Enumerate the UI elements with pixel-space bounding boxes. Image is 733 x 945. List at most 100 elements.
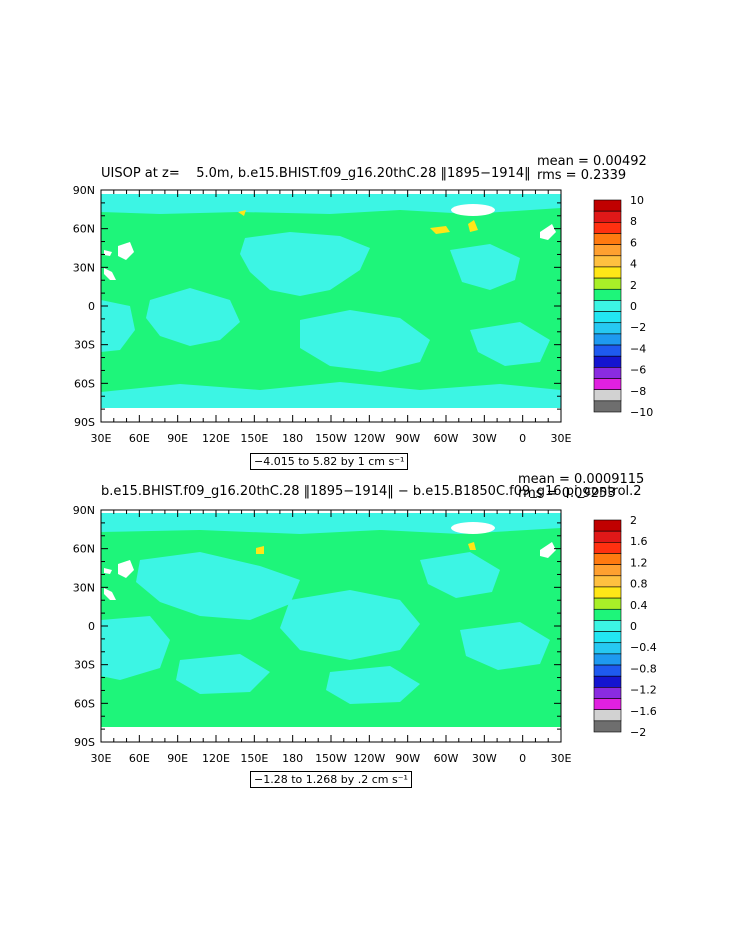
x-tick-label: 90W — [395, 432, 420, 445]
x-tick-label: 180 — [282, 752, 303, 765]
colorbar-label: −0.4 — [630, 641, 657, 654]
y-tick-label: 30N — [73, 581, 95, 594]
land-mask — [451, 522, 495, 534]
colorbar-swatch — [593, 664, 622, 677]
x-tick-label: 30W — [472, 432, 497, 445]
neg-region — [300, 310, 430, 372]
mean-value: mean = 0.0009115 — [518, 472, 645, 487]
neg-region — [101, 616, 170, 680]
x-tick-label: 60W — [434, 432, 459, 445]
colorbar-label: 10 — [630, 194, 644, 207]
x-tick-label: 30W — [472, 752, 497, 765]
colorbar-swatch — [593, 519, 622, 532]
colorbar-label: 0.4 — [630, 599, 648, 612]
land-mask — [104, 268, 116, 280]
colorbar-label: −1.6 — [630, 705, 657, 718]
x-tick-label: 30E — [91, 432, 112, 445]
panel-title: UISOP at z= 5.0m, b.e15.BHIST.f09_g16.20… — [101, 166, 531, 181]
colorbar-label: −6 — [630, 364, 646, 377]
pos-region — [238, 210, 246, 216]
colorbar-swatch — [593, 698, 622, 710]
colorbar-swatch — [593, 687, 622, 699]
y-tick-label: 60N — [73, 543, 95, 556]
land-mask — [118, 560, 134, 578]
neg-region — [101, 513, 561, 534]
colorbar-label: 1.6 — [630, 535, 648, 548]
rms-value: rms = 0.09253 — [518, 486, 616, 501]
colorbar-swatch — [593, 709, 622, 722]
y-tick-label: 0 — [88, 620, 95, 633]
colorbar-swatch — [593, 400, 622, 413]
x-tick-label: 60E — [129, 752, 150, 765]
y-tick-label: 90N — [73, 184, 95, 197]
x-tick-label: 30E — [551, 432, 572, 445]
pos-region — [468, 542, 476, 550]
mean-value: mean = 0.00492 — [537, 154, 647, 169]
x-tick-label: 0 — [519, 752, 526, 765]
contour-info: −1.28 to 1.268 by .2 cm s⁻¹ — [250, 771, 412, 788]
neg-region — [470, 322, 550, 366]
map-field — [101, 513, 561, 727]
colorbar-label: −1.2 — [630, 684, 657, 697]
x-tick-label: 90E — [167, 752, 188, 765]
x-tick-label: 150W — [315, 432, 347, 445]
colorbar-label: −4 — [630, 342, 646, 355]
rms-value: rms = 0.2339 — [537, 168, 627, 183]
colorbar: 2 1.6 1.2 0.8 0.4 0 −0.4 −0.8 −1.2 −1.6 −2 — [593, 514, 657, 739]
land-mask — [540, 224, 556, 240]
land-mask — [104, 568, 112, 574]
panel-title: b.e15.BHIST.f09_g16.20thC.28 ‖1895−1914‖… — [101, 484, 642, 499]
x-tick-label: 60E — [129, 432, 150, 445]
x-tick-label: 120E — [202, 432, 230, 445]
contour-info: −4.015 to 5.82 by 1 cm s⁻¹ — [250, 453, 409, 470]
colorbar-swatch — [593, 631, 622, 644]
colorbar-label: 8 — [630, 215, 637, 228]
neg-region — [101, 300, 135, 352]
colorbar-label: 0 — [630, 620, 637, 633]
neg-region — [101, 382, 561, 408]
colorbar-label: 0.8 — [630, 578, 648, 591]
colorbar-label: 6 — [630, 236, 637, 249]
x-tick-label: 150E — [240, 752, 268, 765]
x-tick-label: 120W — [353, 752, 385, 765]
x-tick-label: 120E — [202, 752, 230, 765]
colorbar-label: 1.2 — [630, 556, 648, 569]
colorbar-swatch — [593, 597, 622, 610]
map-top: 90N 60N 30N 0 30S 60S 90S 30E 60E 90E 120E 150E 180 1… — [73, 184, 653, 445]
colorbar-swatch — [593, 620, 622, 632]
pos-region — [430, 226, 450, 234]
y-tick-label: 0 — [88, 300, 95, 313]
neg-region — [280, 590, 420, 660]
neg-region — [176, 654, 270, 694]
colorbar-swatch — [593, 553, 622, 565]
neg-region — [420, 552, 500, 598]
colorbar-label: 2 — [630, 279, 637, 292]
neg-region — [460, 622, 550, 670]
colorbar-swatch — [593, 642, 622, 655]
neg-region — [101, 194, 561, 214]
y-tick-label: 60S — [74, 377, 95, 390]
y-tick-label: 30N — [73, 261, 95, 274]
colorbar-swatch — [593, 564, 622, 577]
map-axes: 90N 60N 30N 0 30S 60S 90S 30E 60E 90E 120E 150E 180 1… — [73, 184, 572, 445]
x-tick-label: 0 — [519, 432, 526, 445]
land-mask — [118, 242, 134, 260]
y-tick-label: 90S — [74, 736, 95, 749]
colorbar-label: −2 — [630, 321, 646, 334]
neg-region — [240, 232, 370, 296]
colorbar-label: −2 — [630, 726, 646, 739]
pos-region — [256, 546, 264, 554]
colorbar-label: −8 — [630, 385, 646, 398]
colorbar-swatch — [593, 720, 622, 733]
x-tick-label: 120W — [353, 432, 385, 445]
colorbar-swatch — [593, 608, 622, 621]
x-tick-label: 150W — [315, 752, 347, 765]
y-tick-label: 60S — [74, 697, 95, 710]
land-mask — [104, 588, 116, 600]
colorbar-swatch — [593, 542, 622, 554]
x-tick-label: 30E — [91, 752, 112, 765]
x-tick-label: 180 — [282, 432, 303, 445]
x-tick-label: 90E — [167, 432, 188, 445]
colorbar-label: −10 — [630, 406, 653, 419]
